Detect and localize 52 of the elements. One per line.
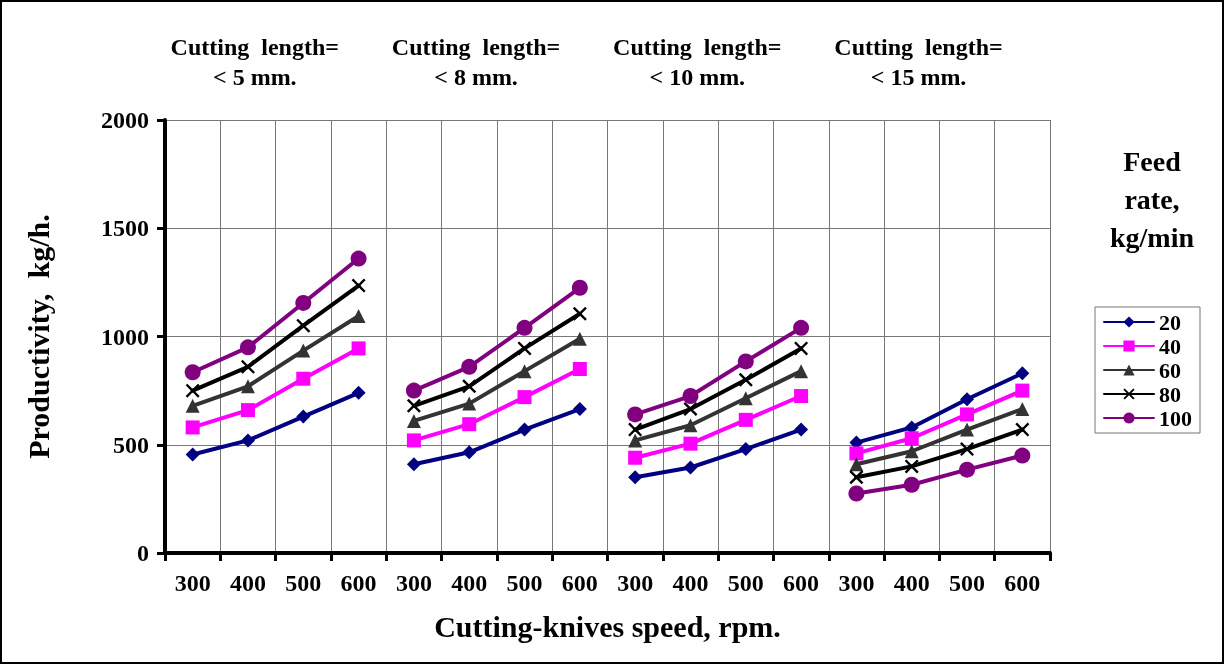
point [904, 459, 919, 474]
point [184, 364, 201, 381]
y-tick-label: 1000 [101, 323, 149, 350]
point [849, 457, 864, 472]
x-tick-label: 500 [506, 570, 543, 596]
text: Cutting length= < 5 mm. [170, 34, 339, 90]
x-tick-label: 500 [727, 570, 764, 596]
x-tick-label: 300 [617, 570, 654, 596]
point [1015, 366, 1030, 381]
x-tick-label: 300 [395, 570, 432, 596]
point [959, 461, 976, 478]
x-tick-label: 500 [285, 570, 322, 596]
point [848, 485, 865, 502]
y-tick-label: 2000 [101, 107, 149, 133]
point [240, 379, 255, 394]
point [351, 341, 366, 356]
text: Cutting length= < 8 mm. [391, 34, 561, 90]
point [296, 343, 311, 358]
y-tick-label: 0 [137, 540, 149, 566]
x-tick-label: 400 [893, 570, 930, 596]
x-tick-label: 400 [229, 570, 266, 596]
legend-label: 100 [1159, 405, 1192, 431]
x-axis-title: Cutting-knives speed, rpm. [434, 609, 781, 643]
point [351, 308, 366, 323]
x-tick-label: 400 [451, 570, 488, 596]
point [239, 339, 256, 356]
x-tick-label: 500 [949, 570, 986, 596]
point [296, 318, 311, 333]
x-tick-label: 300 [174, 570, 211, 596]
point [903, 476, 920, 493]
x-tick-label: 600 [561, 570, 598, 596]
point [240, 359, 255, 374]
x-tick-label: 600 [783, 570, 820, 596]
y-axis-title: Productivity, kg/h. [21, 214, 55, 459]
legend-label: 80 [1159, 381, 1181, 407]
point [351, 278, 366, 293]
legend-label: 60 [1159, 357, 1181, 383]
legend-label: 40 [1159, 333, 1181, 359]
y-tick-label: 500 [113, 431, 149, 458]
legend-title: Feed rate, kg/min [1109, 145, 1195, 253]
text: Cutting length= < 15 mm. [834, 34, 1003, 90]
point [296, 371, 311, 386]
x-tick-label: 400 [672, 570, 709, 596]
x-tick-label: 600 [340, 570, 377, 596]
text: Cutting length= < 10 mm. [613, 34, 782, 90]
y-tick-label: 1500 [101, 215, 149, 242]
x-tick-label: 600 [1004, 570, 1041, 596]
x-tick-label: 300 [838, 570, 875, 596]
point [350, 250, 367, 267]
legend-label: 20 [1159, 309, 1181, 335]
point [849, 470, 864, 485]
point [295, 294, 312, 311]
